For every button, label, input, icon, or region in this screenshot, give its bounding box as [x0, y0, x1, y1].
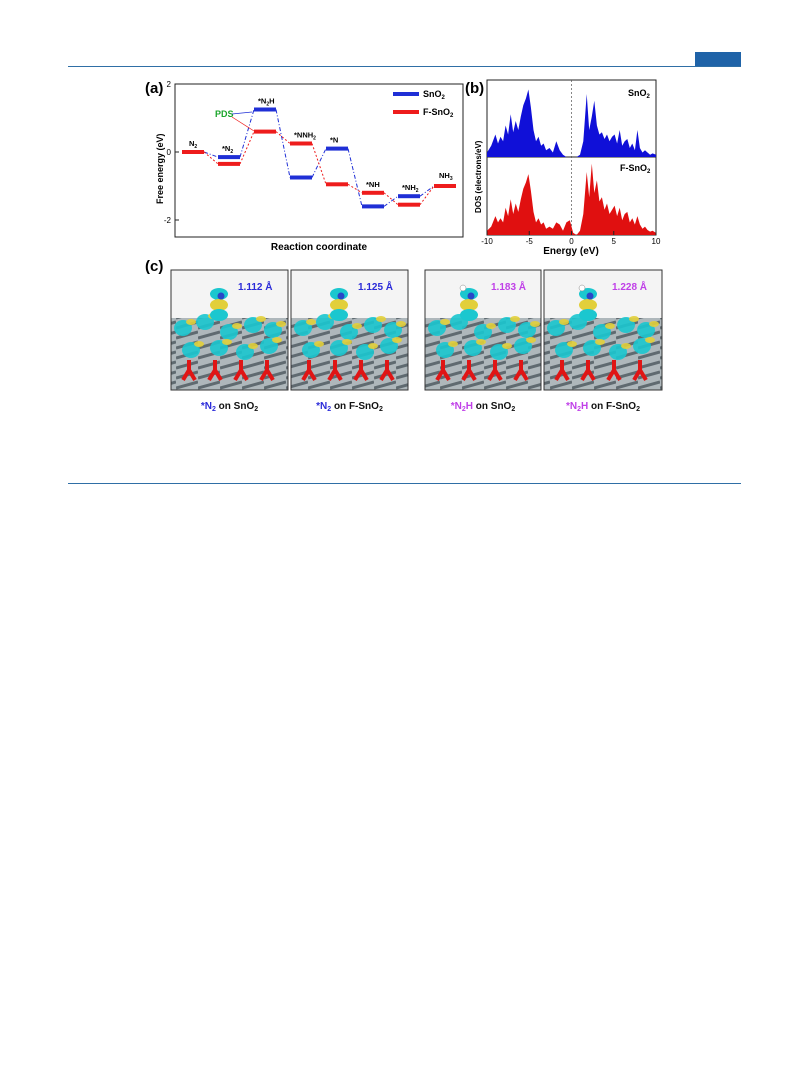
- energy-level-bar: [182, 150, 204, 154]
- pds-label: PDS: [215, 109, 234, 119]
- energy-connector: [419, 185, 435, 197]
- bond-length-label: 1.183 Å: [491, 280, 526, 293]
- header-accent-tab: [695, 52, 741, 66]
- energy-connector: [383, 195, 399, 207]
- panel-b-xlabel: Energy (eV): [543, 246, 599, 257]
- panel-a-label: (a): [145, 80, 163, 97]
- energy-level-bar: [434, 184, 456, 188]
- energy-connector: [275, 109, 291, 178]
- bond-length-label: 1.125 Å: [358, 280, 393, 293]
- dos-area-sno2: [487, 89, 656, 157]
- caption-1: *N2 on SnO2: [201, 401, 258, 413]
- structure-image-3: 1.183 Å: [424, 269, 542, 391]
- header-rule: [68, 66, 741, 67]
- legend-swatch-f-sno2: [393, 110, 419, 114]
- energy-connector: [239, 131, 255, 165]
- panel-b: (b) SnO2 F-SnO2 -10 -5 0 5 10 DOS (electrons…: [465, 79, 661, 257]
- energy-level-bar: [398, 202, 420, 207]
- energy-connector: [419, 185, 435, 205]
- dos-bottom-label: F-SnO2: [620, 163, 651, 175]
- energy-level-bar: [326, 146, 348, 151]
- energy-connector: [239, 109, 255, 158]
- panel-c: (c) 1.112 Å *N2 on SnO2 1.125 Å *N2 on F-Sn…: [145, 258, 663, 413]
- energy-level-bar: [218, 155, 240, 160]
- panel-a: (a) -2 0 2 Free energy (eV) Reaction coord…: [145, 80, 464, 253]
- caption-3: *N2H on SnO2: [451, 401, 516, 413]
- panel-b-xticks: -10 -5 0 5 10: [481, 231, 661, 246]
- step-label: *NH: [366, 180, 380, 189]
- panel-a-yticks: -2 0 2: [164, 80, 179, 225]
- legend-label-f-sno2: F-SnO2: [423, 107, 454, 119]
- energy-connector: [203, 151, 219, 158]
- energy-level-bar: [398, 194, 420, 199]
- xtick-label: 10: [652, 237, 661, 246]
- energy-connector: [347, 183, 363, 194]
- energy-connector: [203, 151, 219, 165]
- ytick-label: 0: [167, 148, 172, 157]
- bond-length-label: 1.228 Å: [612, 280, 647, 293]
- footer-rule: [68, 483, 741, 484]
- energy-level-bar: [254, 107, 276, 112]
- panel-a-step-labels: N2 *N2 *N2H *NNH2 *N *NH *NH2 NH3: [189, 97, 453, 195]
- step-label: *N2: [222, 144, 233, 155]
- step-label: N2: [189, 139, 197, 150]
- energy-level-bar: [254, 129, 276, 134]
- dos-top-label: SnO2: [628, 88, 651, 100]
- ytick-label: 2: [167, 80, 172, 89]
- xtick-label: 5: [612, 237, 617, 246]
- energy-level-bar: [326, 182, 348, 187]
- panel-a-connectors: [203, 109, 435, 207]
- energy-connector: [383, 192, 399, 206]
- energy-connector: [275, 131, 291, 144]
- xtick-label: 0: [569, 237, 574, 246]
- panel-a-levels: [182, 107, 456, 209]
- step-label: *NH2: [402, 183, 419, 194]
- legend-label-sno2: SnO2: [423, 89, 446, 101]
- panel-a-legend: SnO2 F-SnO2: [393, 89, 454, 119]
- panel-b-ylabel: DOS (electrons/eV): [474, 140, 483, 213]
- ytick-label: -2: [164, 216, 172, 225]
- energy-level-bar: [362, 190, 384, 195]
- panel-c-label: (c): [145, 258, 163, 275]
- panel-a-ylabel: Free energy (eV): [155, 133, 165, 204]
- pds-pointer-blue: [231, 111, 253, 115]
- xtick-label: -10: [481, 237, 493, 246]
- energy-level-bar: [290, 175, 312, 180]
- panel-b-label: (b): [465, 80, 484, 97]
- step-label: *N: [330, 136, 338, 145]
- energy-level-bar: [290, 141, 312, 146]
- xtick-label: -5: [526, 237, 534, 246]
- step-label: NH3: [439, 171, 453, 182]
- structure-image-1: 1.112 Å: [170, 269, 289, 391]
- panel-a-frame: [174, 83, 464, 238]
- caption-2: *N2 on F-SnO2: [316, 401, 383, 413]
- structure-image-4: 1.228 Å: [543, 269, 663, 391]
- step-label: *NNH2: [294, 131, 316, 142]
- step-label: *N2H: [258, 97, 275, 108]
- bond-length-label: 1.112 Å: [238, 280, 272, 293]
- legend-swatch-sno2: [393, 92, 419, 96]
- energy-connector: [311, 143, 327, 185]
- panel-a-xlabel: Reaction coordinate: [271, 242, 368, 253]
- energy-level-bar: [362, 204, 384, 209]
- caption-4: *N2H on F-SnO2: [566, 401, 640, 413]
- pds-pointer-red: [231, 116, 255, 132]
- structure-image-2: 1.125 Å: [290, 269, 409, 391]
- energy-level-bar: [218, 161, 240, 166]
- dos-area-f-sno2: [487, 163, 656, 235]
- energy-connector: [347, 148, 363, 207]
